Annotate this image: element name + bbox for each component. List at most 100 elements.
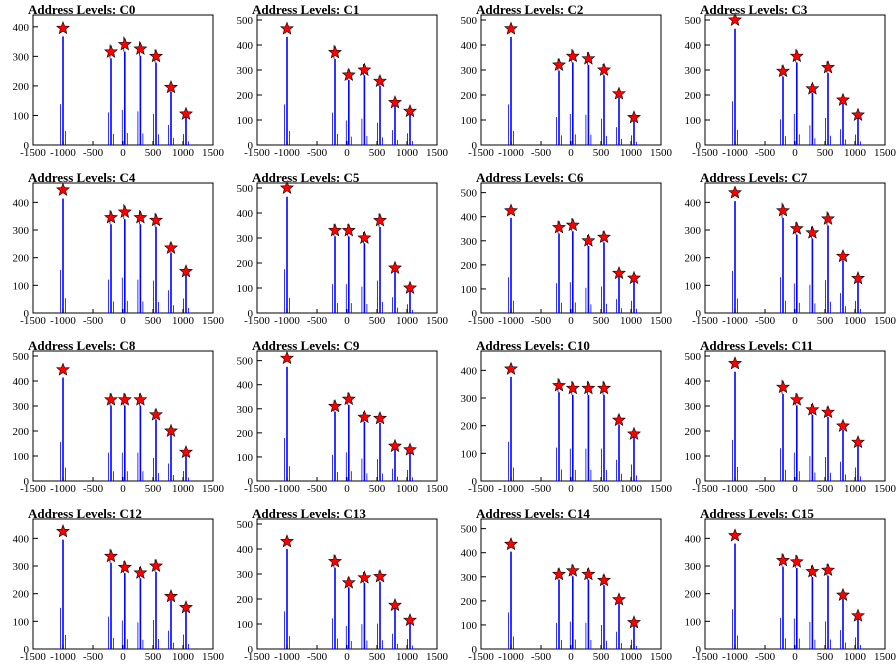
panel-title: Address Levels: C5 <box>252 170 360 185</box>
address-level-panel: Address Levels: C7 0 100 200 300 400 -1500 -100… <box>685 170 896 327</box>
peak-marker <box>149 558 163 572</box>
x-tick-label: 0 <box>792 651 798 663</box>
peak-marker <box>627 270 641 285</box>
address-level-panel: Address Levels: C90100200300400500-1500-… <box>237 338 449 495</box>
peak-marker <box>581 567 596 581</box>
address-level-panel: Address Levels: C4 0 100 200 300 400 -1500 -100… <box>13 170 225 327</box>
x-tick-label: 1500 <box>650 147 673 159</box>
x-tick-label: 1500 <box>650 483 673 495</box>
peak-marker <box>341 223 356 237</box>
y-tick-label: 300 <box>461 236 478 248</box>
x-tick-label: -1500 <box>20 315 46 327</box>
y-tick-label: 0 <box>24 476 30 488</box>
y-tick-label: 500 <box>237 15 254 27</box>
x-tick-label: 1000 <box>396 651 419 663</box>
y-tick-label: 300 <box>237 404 254 416</box>
peak-marker <box>133 565 148 579</box>
y-tick-label: 500 <box>461 15 478 27</box>
x-tick-label: 1000 <box>844 651 867 663</box>
peak-marker <box>373 411 387 425</box>
y-tick-label: 500 <box>237 183 254 195</box>
peak-marker <box>627 110 641 124</box>
peak-marker <box>104 548 118 563</box>
peak-marker <box>728 12 742 26</box>
x-tick-label: 500 <box>593 147 610 159</box>
x-tick-label: 0 <box>120 651 126 663</box>
peak-marker <box>805 81 820 95</box>
x-tick-label: -500 <box>83 315 104 327</box>
x-tick-label: 0 <box>344 147 350 159</box>
peak-marker <box>821 211 835 225</box>
y-tick-label: 500 <box>237 356 254 368</box>
x-tick-label: 500 <box>369 315 386 327</box>
x-tick-label: -1000 <box>498 147 524 159</box>
x-tick-label: 500 <box>593 315 610 327</box>
y-tick-label: 0 <box>24 644 30 656</box>
peak-marker <box>612 592 626 606</box>
peak-marker <box>117 560 132 574</box>
x-tick-label: 500 <box>817 651 834 663</box>
panel-title: Address Levels: C6 <box>476 170 584 185</box>
panel-title: Address Levels: C0 <box>28 2 135 17</box>
peak-marker <box>597 380 611 395</box>
peak-marker <box>565 563 580 577</box>
peak-marker <box>149 49 163 63</box>
x-tick-label: -1500 <box>20 651 46 663</box>
peak-marker <box>805 564 820 578</box>
y-tick-label: 400 <box>13 533 30 545</box>
y-tick-label: 500 <box>461 188 478 200</box>
peak-marker <box>612 265 626 280</box>
peak-marker <box>504 21 518 35</box>
peak-marker <box>341 575 356 589</box>
y-tick-label: 300 <box>685 401 702 413</box>
x-tick-label: 1500 <box>874 315 896 327</box>
y-tick-label: 100 <box>13 616 30 628</box>
peak-marker <box>597 229 611 244</box>
y-tick-label: 0 <box>248 644 254 656</box>
x-tick-label: -500 <box>531 147 552 159</box>
address-level-panel: Address Levels: C50100200300400500-1500-… <box>237 170 449 327</box>
y-tick-label: 300 <box>237 569 254 581</box>
x-tick-label: 500 <box>145 147 162 159</box>
x-tick-label: 1000 <box>620 651 643 663</box>
peak-marker <box>373 569 387 583</box>
x-tick-label: 500 <box>817 147 834 159</box>
y-tick-label: 100 <box>685 616 702 628</box>
peak-marker <box>388 597 402 612</box>
y-tick-label: 300 <box>237 233 254 245</box>
x-tick-label: -500 <box>755 651 776 663</box>
x-tick-label: 1500 <box>202 483 225 495</box>
peak-marker <box>836 248 850 263</box>
y-tick-label: 500 <box>685 15 702 27</box>
address-level-panel: Address Levels: C20100200300400500-1500-… <box>461 2 673 159</box>
y-tick-label: 500 <box>461 524 478 536</box>
x-tick-label: -500 <box>307 651 328 663</box>
y-tick-label: 300 <box>237 65 254 77</box>
y-tick-label: 400 <box>237 380 254 392</box>
x-tick-label: 0 <box>120 315 126 327</box>
panel-title: Address Levels: C3 <box>700 2 808 17</box>
y-tick-label: 400 <box>685 40 702 52</box>
y-tick-label: 200 <box>237 90 254 102</box>
address-level-panel: Address Levels: C13 0 100 200 300 400 500 -1500… <box>237 506 449 663</box>
x-tick-label: 500 <box>369 483 386 495</box>
y-tick-label: 100 <box>685 451 702 463</box>
y-tick-label: 500 <box>685 351 702 363</box>
peak-marker <box>388 438 402 453</box>
peak-marker <box>280 350 294 365</box>
x-tick-label: 1500 <box>650 651 673 663</box>
x-tick-label: 1500 <box>202 147 225 159</box>
y-tick-label: 300 <box>685 65 702 77</box>
y-tick-label: 0 <box>24 140 30 152</box>
y-tick-label: 400 <box>685 197 702 209</box>
y-tick-label: 300 <box>13 51 30 63</box>
x-tick-label: -1000 <box>498 651 524 663</box>
peak-marker <box>851 271 865 285</box>
panel-title: Address Levels: C9 <box>252 338 360 353</box>
peak-marker <box>836 418 850 432</box>
peak-marker <box>164 80 178 94</box>
x-tick-label: -1000 <box>722 147 748 159</box>
peak-marker <box>328 223 342 237</box>
x-tick-label: -1500 <box>468 315 494 327</box>
y-tick-label: 300 <box>461 65 478 77</box>
